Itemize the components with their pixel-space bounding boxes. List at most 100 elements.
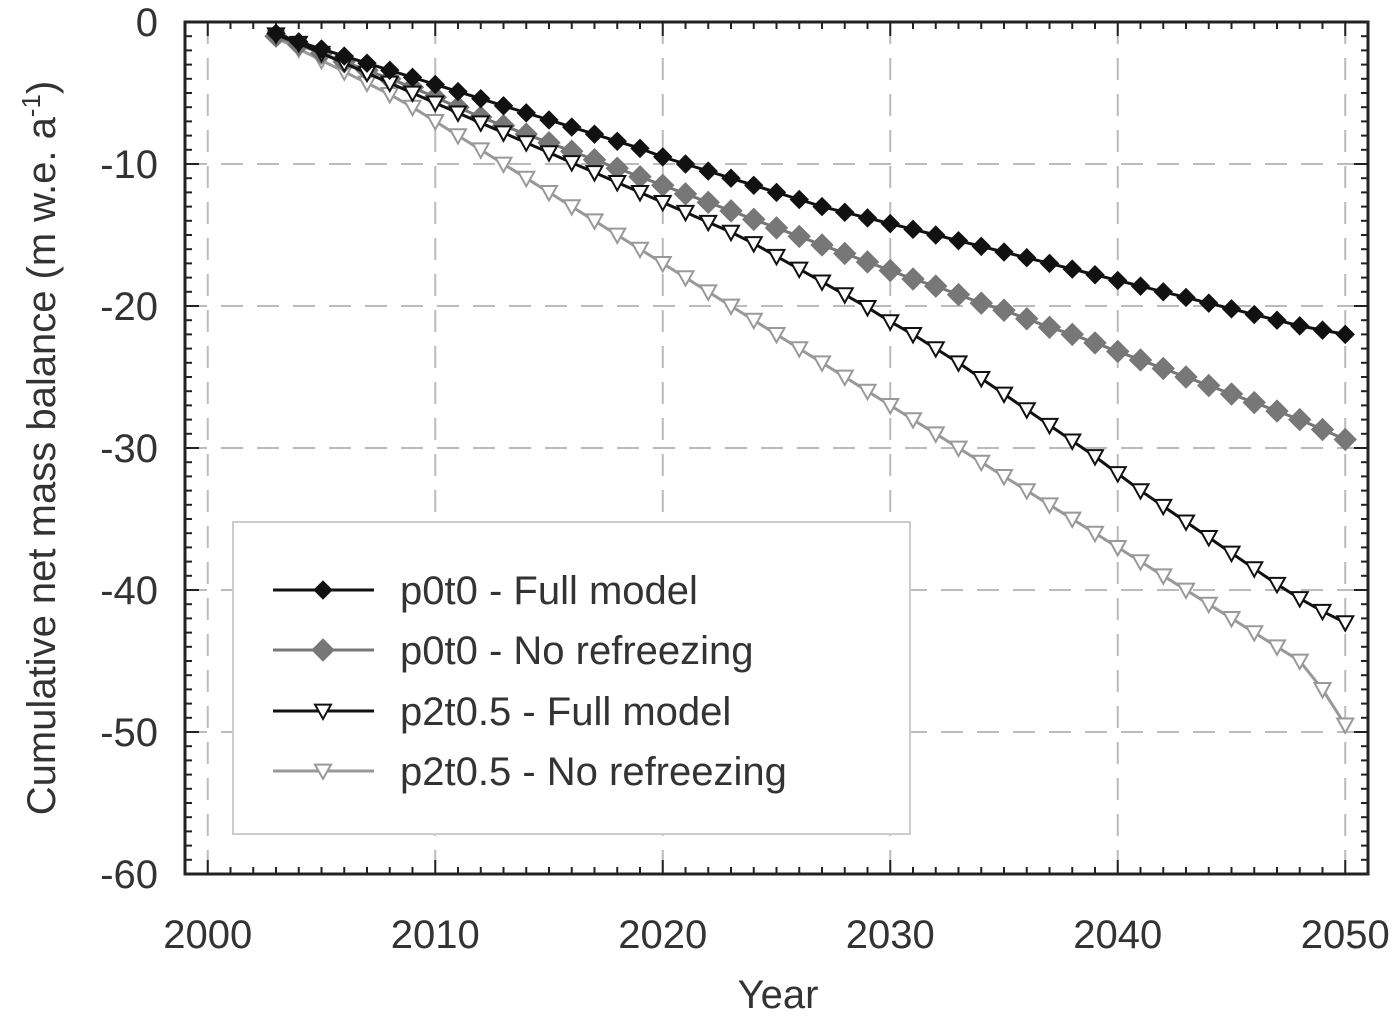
data-point xyxy=(1333,427,1357,452)
data-point xyxy=(744,175,764,196)
data-point xyxy=(992,298,1016,322)
data-point xyxy=(675,154,696,174)
data-point xyxy=(493,96,514,116)
data-point xyxy=(698,284,718,302)
x-axis-label: Year xyxy=(738,973,819,1017)
data-point xyxy=(810,233,834,257)
data-point xyxy=(1290,653,1310,672)
data-point xyxy=(742,207,766,232)
data-point xyxy=(971,454,991,473)
data-point xyxy=(766,182,787,203)
series-2 xyxy=(266,27,1355,633)
data-point xyxy=(630,138,650,159)
data-point xyxy=(1267,310,1287,330)
data-point xyxy=(1265,399,1289,423)
data-point xyxy=(675,204,696,223)
data-point xyxy=(721,298,741,317)
data-point xyxy=(471,142,491,160)
data-point xyxy=(1037,315,1062,340)
data-point xyxy=(698,214,718,233)
data-point xyxy=(1199,530,1219,548)
data-point xyxy=(653,194,673,213)
data-point xyxy=(766,248,787,267)
data-point xyxy=(289,32,309,52)
data-point xyxy=(539,110,559,130)
data-point xyxy=(857,383,878,402)
data-point xyxy=(1106,339,1130,364)
data-point xyxy=(493,156,514,175)
y-tick-label: -40 xyxy=(100,569,158,613)
data-point xyxy=(402,85,423,104)
data-point xyxy=(607,131,627,151)
data-point xyxy=(1062,259,1082,279)
data-point xyxy=(516,170,536,189)
data-point xyxy=(812,274,832,292)
data-point xyxy=(764,216,789,240)
data-point xyxy=(1197,373,1221,398)
data-point xyxy=(1130,554,1151,572)
data-point xyxy=(766,327,787,345)
legend-item: p0t0 - Full model xyxy=(273,569,698,613)
data-point xyxy=(1312,320,1333,340)
data-point xyxy=(1174,365,1198,389)
data-point xyxy=(448,105,468,123)
data-point xyxy=(1199,596,1219,615)
data-point xyxy=(1176,287,1196,308)
data-point xyxy=(1335,717,1355,735)
data-point xyxy=(471,115,491,133)
data-point xyxy=(673,182,698,206)
x-tick-label: 2000 xyxy=(163,913,252,957)
data-point xyxy=(448,128,468,146)
data-point xyxy=(402,67,423,88)
data-point xyxy=(607,227,627,246)
data-point xyxy=(1039,417,1060,436)
data-point xyxy=(630,241,650,260)
data-point xyxy=(1219,382,1244,406)
data-point xyxy=(1062,511,1082,530)
data-point xyxy=(1267,576,1287,595)
data-point xyxy=(948,440,969,459)
x-tick-label: 2050 xyxy=(1301,913,1390,957)
data-point xyxy=(946,282,971,307)
data-point xyxy=(607,175,627,193)
data-point xyxy=(1039,253,1060,274)
data-point xyxy=(1244,625,1264,643)
data-point xyxy=(903,219,923,240)
data-point xyxy=(380,60,400,80)
data-point xyxy=(584,124,605,144)
data-point xyxy=(1221,299,1242,319)
data-point xyxy=(516,135,536,153)
data-point xyxy=(787,224,811,249)
legend-item: p0t0 - No refreezing xyxy=(273,629,754,673)
data-point xyxy=(1083,331,1107,355)
data-point xyxy=(833,241,857,266)
data-point xyxy=(1267,639,1287,657)
data-point xyxy=(493,125,514,143)
data-point xyxy=(971,236,991,257)
data-point xyxy=(334,46,354,66)
data-point xyxy=(880,314,900,332)
x-tick-label: 2040 xyxy=(1073,913,1162,957)
data-point xyxy=(721,168,741,188)
data-point xyxy=(1015,307,1039,331)
data-point xyxy=(855,250,880,274)
data-point xyxy=(1017,248,1037,268)
data-point xyxy=(1062,433,1082,451)
data-point xyxy=(1288,407,1312,432)
data-point xyxy=(789,261,809,280)
data-point xyxy=(1176,514,1196,532)
data-point xyxy=(880,398,900,416)
data-point xyxy=(719,199,743,223)
data-point xyxy=(1108,540,1128,558)
y-axis-label: Cumulative net mass balance (m w.e. a-1) xyxy=(16,81,64,816)
series-3 xyxy=(266,30,1355,735)
data-point xyxy=(539,185,559,203)
data-point xyxy=(1085,265,1105,285)
data-point xyxy=(651,173,675,198)
data-point xyxy=(789,341,809,359)
legend-item: p2t0.5 - No refreezing xyxy=(273,750,787,794)
data-point xyxy=(901,267,925,291)
data-point xyxy=(311,39,332,59)
data-point xyxy=(1130,483,1151,501)
